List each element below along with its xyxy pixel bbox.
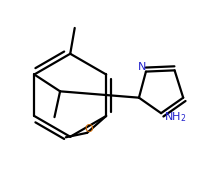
Text: O: O <box>84 124 93 134</box>
Text: NH$_2$: NH$_2$ <box>164 110 187 124</box>
Text: N: N <box>138 62 146 72</box>
